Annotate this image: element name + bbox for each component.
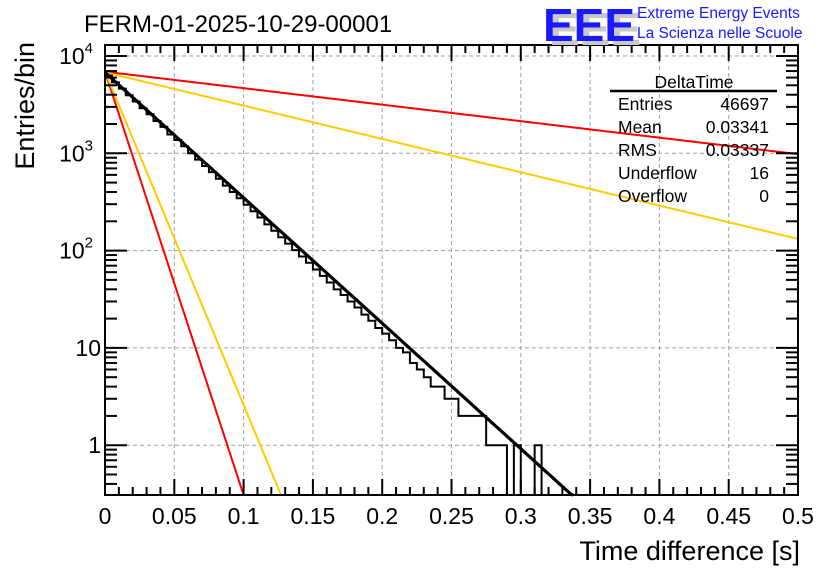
logo-letters: EEE <box>543 0 635 51</box>
stats-value: 16 <box>750 163 769 183</box>
y-tick-exponent: 2 <box>85 235 93 252</box>
stats-value: 0.03337 <box>706 140 769 160</box>
stats-box: DeltaTime Entries 46697 Mean 0.03341 RMS 0.03… <box>610 72 777 206</box>
curve-yellow-steep <box>104 71 282 496</box>
x-tick-label: 0.25 <box>429 503 474 529</box>
chart-title: FERM-01-2025-10-29-00001 <box>84 11 392 38</box>
eee-logo: EEE EEE Extreme Energy Events La Scienza… <box>543 0 802 55</box>
y-tick-label: 104 <box>59 40 93 69</box>
grid <box>105 45 798 495</box>
stats-value: 0.03341 <box>706 117 769 137</box>
stats-title: DeltaTime <box>654 72 733 92</box>
curve-yellow-shallow <box>104 71 799 240</box>
x-tick-label: 0 <box>99 503 112 529</box>
curve-fit <box>103 71 574 497</box>
x-tick-label: 0.35 <box>568 503 613 529</box>
logo-line-2: La Scienza nelle Scuole <box>637 25 802 42</box>
x-tick-label: 0.5 <box>782 503 814 529</box>
x-tick-label: 0.4 <box>643 503 675 529</box>
y-tick-label: 1 <box>88 432 101 458</box>
y-tick-base: 10 <box>59 140 85 166</box>
x-tick-label: 0.2 <box>366 503 398 529</box>
stats-label: Underflow <box>618 163 697 183</box>
y-tick-exponent: 4 <box>85 40 93 57</box>
y-axis-title: Entries/bin <box>10 42 40 170</box>
logo-letters-shadow: EEE <box>549 3 641 55</box>
stats-label: Mean <box>618 117 662 137</box>
x-tick-label: 0.15 <box>291 503 336 529</box>
y-tick-base: 10 <box>59 238 85 264</box>
curve-red-shallow <box>104 70 799 156</box>
x-axis-title: Time difference [s] <box>579 536 800 566</box>
x-axis: 0 0.05 0.1 0.15 0.2 0.25 0.3 0.35 0.4 0.45 0.5 <box>99 45 814 529</box>
stats-label: Entries <box>618 94 673 114</box>
y-tick-base: 10 <box>59 43 85 69</box>
stats-label: Overflow <box>618 186 687 206</box>
y-tick-label: 103 <box>59 137 93 166</box>
x-tick-label: 0.3 <box>505 503 537 529</box>
y-tick-label: 102 <box>59 235 93 264</box>
x-tick-label: 0.45 <box>706 503 751 529</box>
x-tick-label: 0.1 <box>228 503 260 529</box>
logo-line-1: Extreme Energy Events <box>637 5 800 22</box>
y-tick-exponent: 3 <box>85 137 93 154</box>
y-tick-label: 10 <box>75 335 101 361</box>
curve-red-steep <box>104 71 245 496</box>
stats-label: RMS <box>618 140 657 160</box>
x-tick-label: 0.05 <box>152 503 197 529</box>
fit-curves <box>104 70 799 496</box>
stats-value: 0 <box>759 186 769 206</box>
stats-value: 46697 <box>720 94 769 114</box>
